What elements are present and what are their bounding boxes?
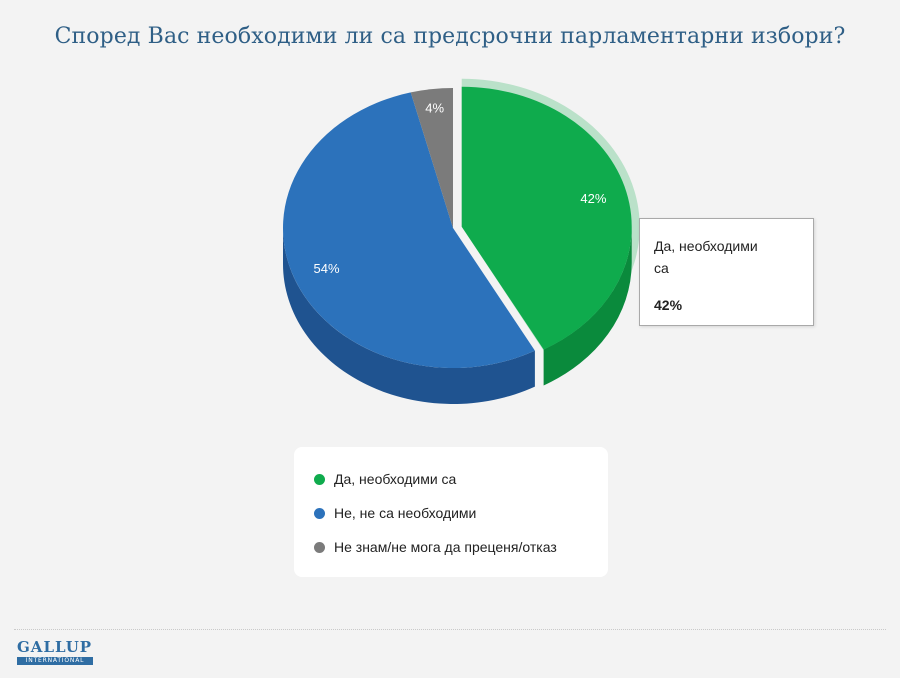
gallup-logo: GALLUP INTERNATIONAL [17,640,93,665]
legend-dot-dont-know [314,541,325,553]
legend-label-dont-know: Не знам/не мога да преценя/отказ [334,539,557,555]
chart-title: Според Вас необходими ли са предсрочни п… [54,24,846,49]
logo-main-text: GALLUP [17,638,93,656]
tooltip-label: Да, необходими са [654,238,758,276]
legend-label-yes: Да, необходими са [334,471,457,487]
legend-dot-yes [314,473,325,485]
pie-label-dont-know: 4% [425,101,444,116]
chart-legend: Да, необходими са Не, не са необходими Н… [294,447,608,577]
legend-item-no[interactable]: Не, не са необходими [314,501,608,525]
slice-tooltip: Да, необходими са 42% [639,218,814,326]
legend-dot-no [314,507,325,519]
pie-slice-no[interactable] [282,92,535,369]
pie-slice-side-no [283,228,535,404]
pie-slice-side-yes [543,226,632,386]
pie-tops [282,86,632,369]
pie-label-yes: 42% [580,191,606,206]
tooltip-value: 42% [654,297,683,313]
legend-item-yes[interactable]: Да, необходими са [314,467,608,491]
pie-slice-dont-know[interactable] [410,88,453,228]
footer-divider [14,629,886,630]
pie-label-no: 54% [314,261,340,276]
legend-label-no: Не, не са необходими [334,505,477,521]
pie-labels: 42% 54% 4% [314,101,607,277]
logo-sub-text: INTERNATIONAL [17,657,93,665]
legend-item-dont-know[interactable]: Не знам/не мога да преценя/отказ [314,535,608,559]
pie-slice-yes[interactable] [461,86,632,350]
